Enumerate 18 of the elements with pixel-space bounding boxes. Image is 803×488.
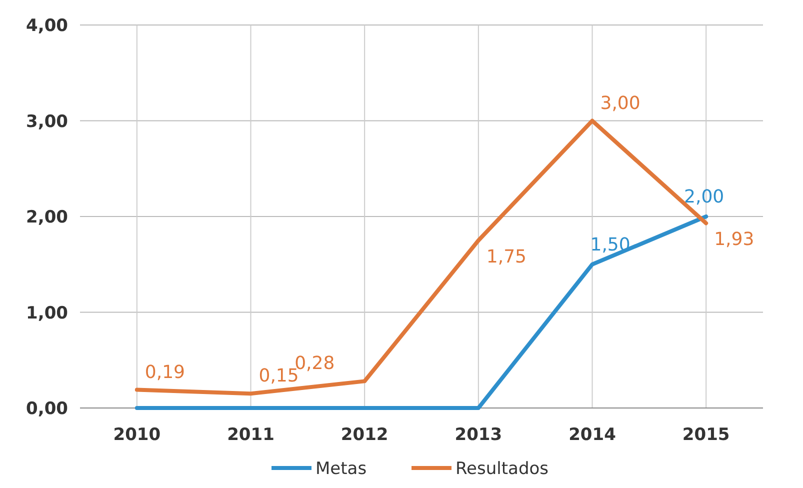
y-tick-label: 0,00 <box>26 399 68 419</box>
x-tick-label: 2015 <box>682 425 730 445</box>
y-tick-label: 3,00 <box>26 112 68 132</box>
y-tick-label: 4,00 <box>26 16 68 36</box>
x-tick-label: 2012 <box>340 425 388 445</box>
x-tick-label: 2014 <box>568 425 616 445</box>
legend-label: Metas <box>316 459 367 479</box>
y-tick-label: 1,00 <box>26 303 68 324</box>
x-tick-label: 2013 <box>454 425 502 445</box>
legend-label: Resultados <box>456 459 549 479</box>
data-label: 3,00 <box>600 92 640 114</box>
data-label: 0,19 <box>144 362 185 383</box>
data-label: 2,00 <box>684 186 724 208</box>
x-tick-label: 2011 <box>227 425 274 445</box>
y-tick-label: 2,00 <box>26 208 68 228</box>
x-tick-label: 2010 <box>113 425 161 445</box>
data-label: 1,93 <box>714 229 754 250</box>
data-label: 1,75 <box>486 246 526 268</box>
